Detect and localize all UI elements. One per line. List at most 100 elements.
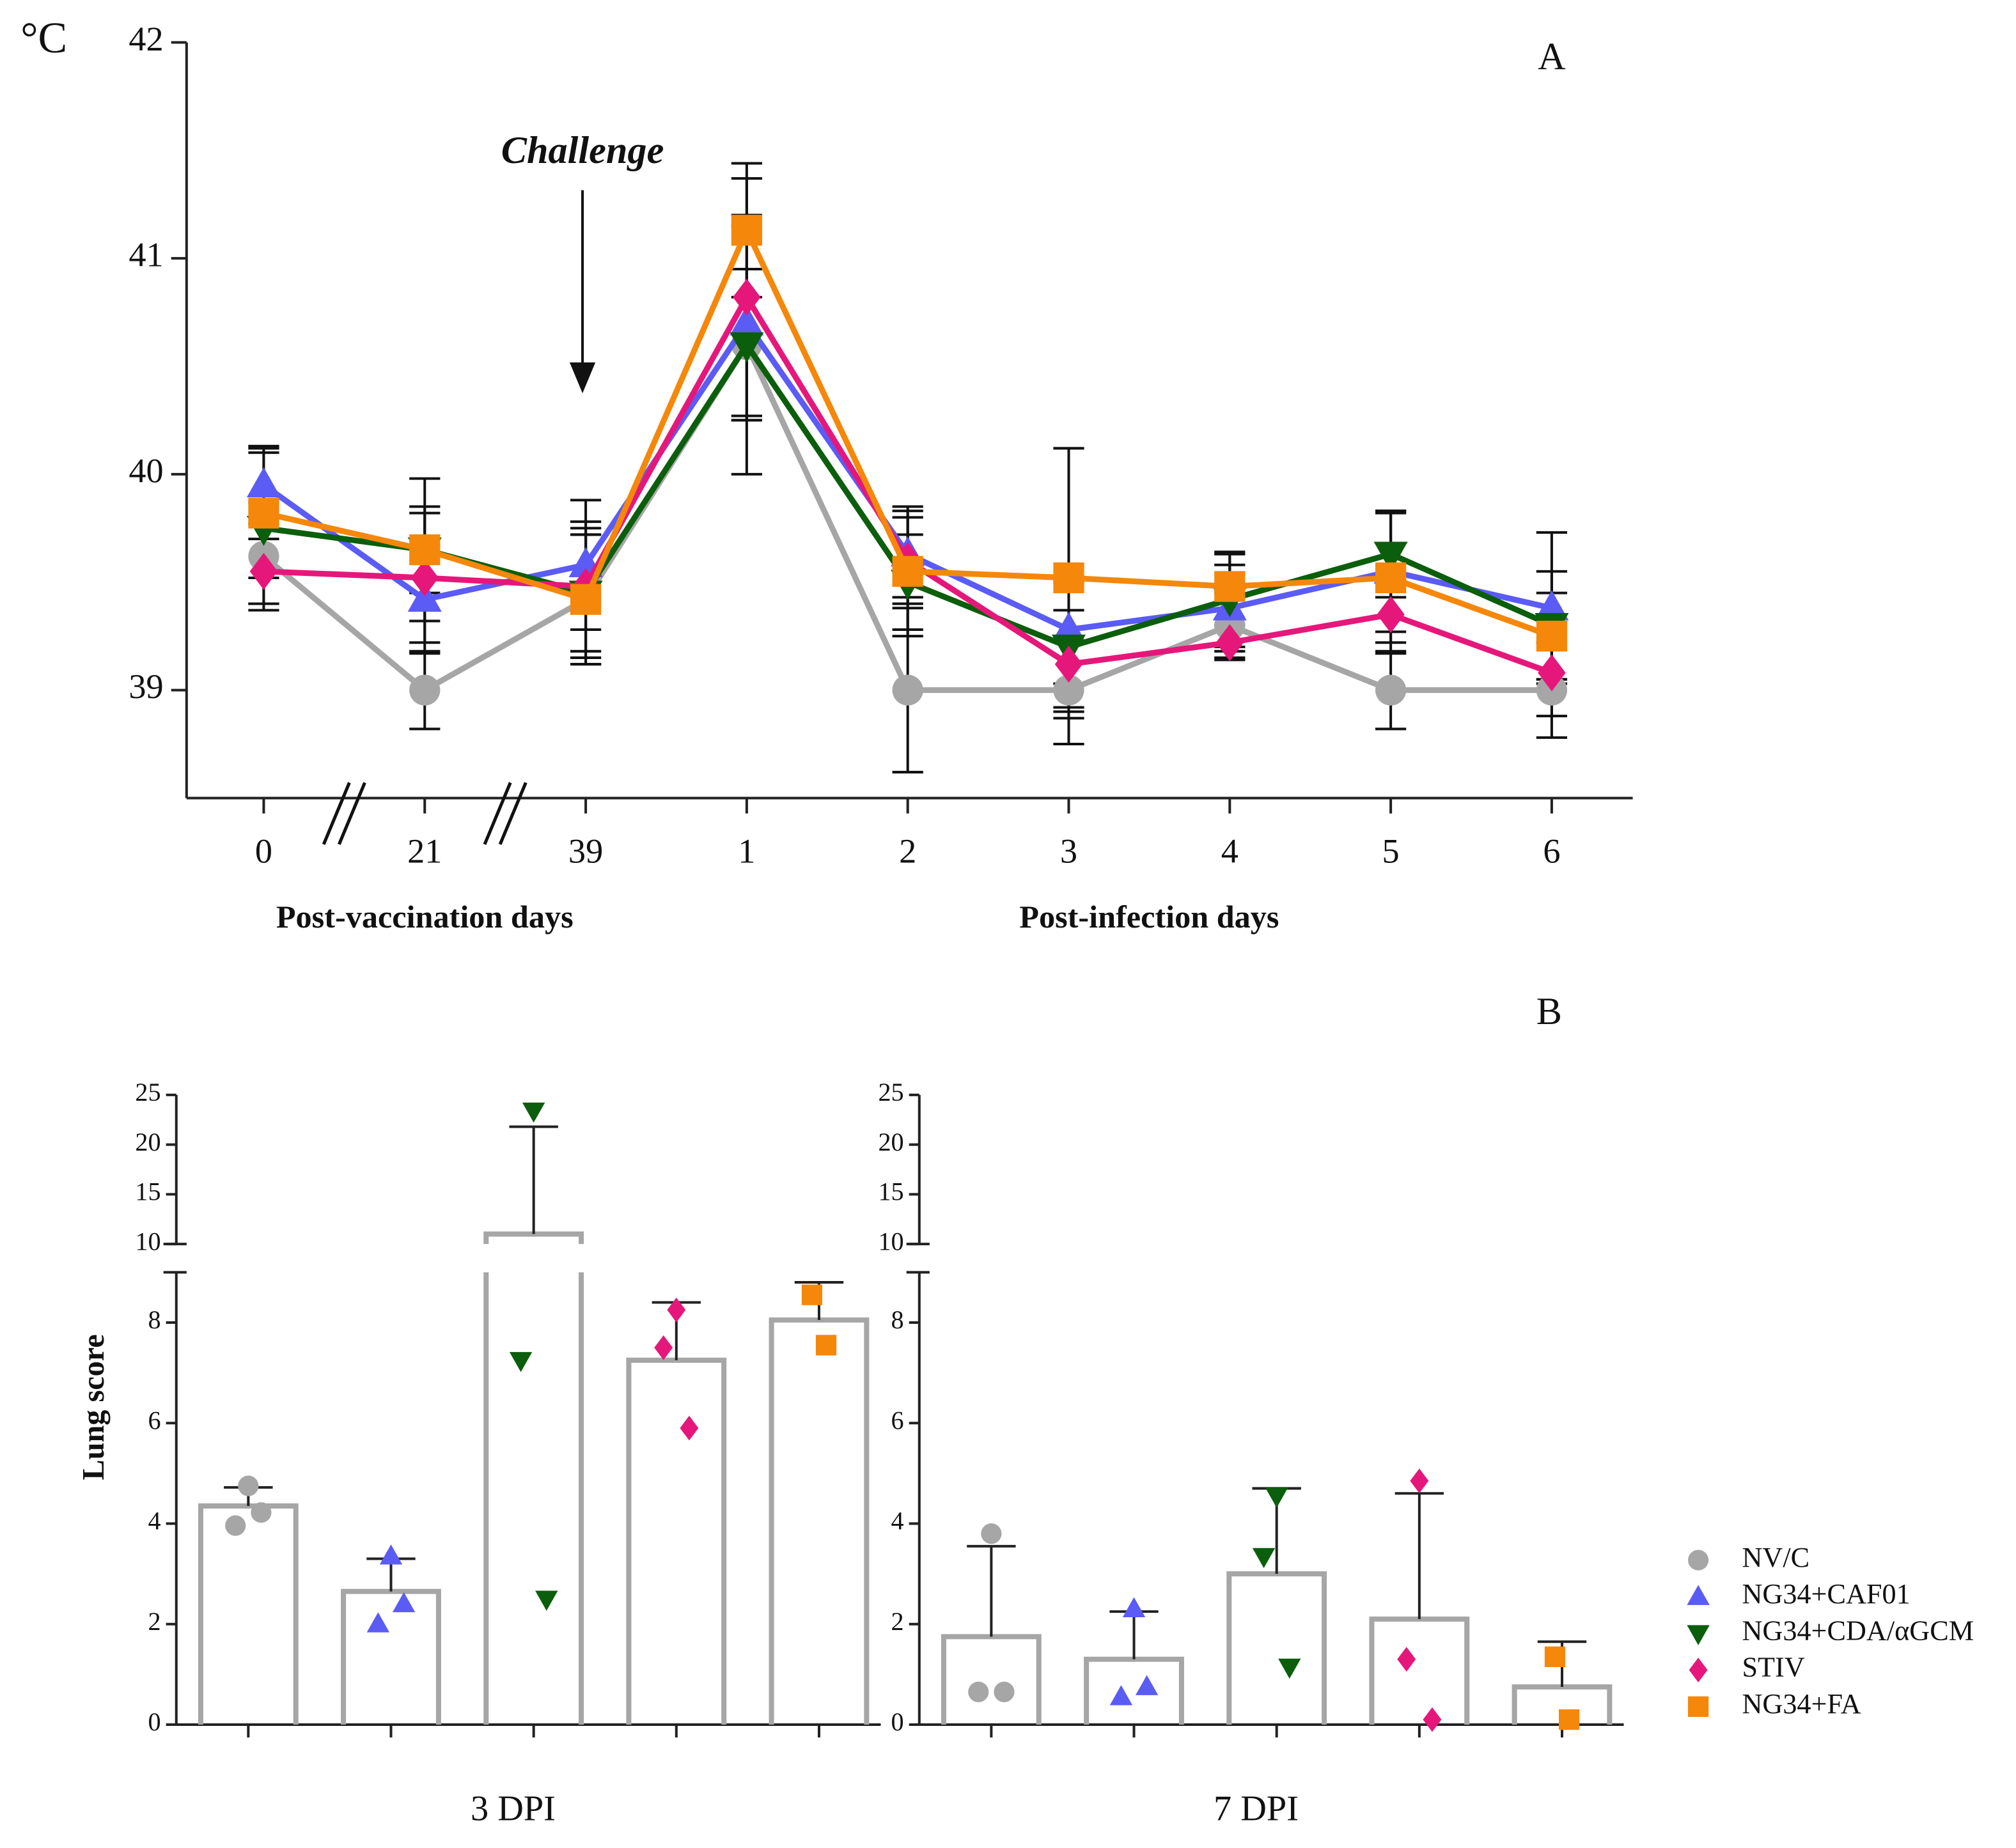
marker [570, 584, 602, 615]
marker [1687, 1585, 1710, 1605]
y-tick-label: 2 [891, 1607, 904, 1636]
marker [1688, 1696, 1709, 1717]
marker [410, 559, 439, 596]
x-tick-label: 4 [1221, 832, 1239, 870]
marker [1423, 1707, 1442, 1732]
marker [1538, 654, 1566, 692]
marker [1109, 1685, 1133, 1705]
marker [1265, 1487, 1288, 1508]
marker [1377, 596, 1405, 633]
y-tick-label: 6 [891, 1406, 904, 1434]
marker [892, 555, 923, 587]
marker [1689, 1658, 1708, 1682]
x-tick-label: 3 [1060, 832, 1077, 870]
legend-label: NV/C [1742, 1542, 1809, 1573]
marker [667, 1297, 686, 1323]
bar [483, 1272, 584, 1725]
marker [225, 1515, 246, 1536]
marker [409, 674, 441, 706]
y-tick-label: 42 [129, 20, 163, 58]
marker [994, 1681, 1015, 1702]
marker [801, 1284, 822, 1305]
x-tick-label: 1 [738, 832, 755, 870]
marker [407, 582, 442, 612]
y-tick-label: 4 [891, 1507, 904, 1535]
marker [1054, 646, 1083, 683]
x-tick-label: 6 [1543, 832, 1560, 870]
bar [1084, 1656, 1184, 1725]
marker [1215, 624, 1244, 662]
y-tick-label: 39 [129, 667, 163, 706]
y-tick-label: 20 [878, 1128, 903, 1156]
x-tick-label: 5 [1382, 832, 1400, 870]
panel-label: A [1538, 35, 1566, 78]
marker [981, 1523, 1002, 1544]
axis-break [322, 782, 351, 845]
marker [1373, 541, 1408, 572]
marker [248, 497, 279, 529]
marker [1544, 1646, 1566, 1667]
marker [968, 1681, 989, 1702]
marker [654, 1335, 673, 1360]
marker [249, 552, 278, 590]
y-tick-label: 8 [891, 1305, 904, 1334]
arrow-head [569, 362, 596, 394]
axis-break [483, 782, 512, 845]
marker [1688, 1549, 1709, 1571]
x-axis-label: Post-vaccination days [276, 899, 574, 935]
marker [246, 467, 281, 498]
y-tick-label: 20 [135, 1128, 160, 1156]
legend-label: STIV [1742, 1652, 1804, 1683]
y-tick-label: 15 [135, 1177, 160, 1206]
legend-label: NG34+CDA/αGCM [1742, 1615, 1974, 1646]
bar [341, 1588, 441, 1725]
bar [483, 1231, 584, 1245]
marker [392, 1592, 416, 1613]
marker [1375, 562, 1407, 594]
marker [379, 1544, 403, 1565]
y-tick-label: 2 [148, 1607, 161, 1636]
marker [815, 1335, 837, 1356]
marker [535, 1590, 558, 1611]
y-tick-label: 40 [129, 451, 163, 490]
marker [1410, 1468, 1429, 1493]
bar [1226, 1571, 1327, 1725]
marker [1214, 571, 1246, 602]
x-axis-label: 3 DPI [471, 1789, 556, 1829]
marker [892, 674, 923, 706]
marker [366, 1612, 390, 1633]
marker [680, 1415, 699, 1441]
marker [1558, 1709, 1580, 1730]
marker [731, 215, 763, 246]
x-axis-label: 7 DPI [1214, 1789, 1299, 1829]
bar [198, 1503, 299, 1725]
marker [1278, 1658, 1301, 1679]
axis-break [338, 782, 366, 845]
bar [626, 1357, 727, 1725]
y-tick-label: 8 [148, 1305, 161, 1334]
y-tick-label: 10 [135, 1227, 160, 1255]
marker [1122, 1597, 1146, 1618]
y-tick-label: 4 [148, 1507, 161, 1535]
marker [522, 1102, 545, 1123]
marker [409, 534, 441, 566]
annotation: Challenge [501, 129, 664, 172]
marker [251, 1502, 272, 1523]
marker [1053, 562, 1084, 594]
marker [238, 1475, 259, 1496]
marker [1252, 1548, 1276, 1569]
y-tick-label: 25 [135, 1078, 160, 1106]
legend-label: NG34+FA [1742, 1688, 1861, 1720]
y-tick-label: 41 [129, 236, 163, 274]
bar [769, 1317, 870, 1725]
y-axis-label: °C [20, 13, 67, 62]
x-tick-label: 21 [407, 832, 442, 870]
y-tick-label: 6 [148, 1406, 161, 1434]
x-axis-label: Post-infection days [1019, 899, 1279, 935]
marker [730, 305, 764, 336]
y-tick-label: 0 [891, 1707, 904, 1736]
x-tick-label: 39 [568, 832, 603, 870]
marker [1535, 590, 1569, 621]
y-tick-label: 25 [878, 1078, 903, 1106]
panel-label: B [1536, 990, 1562, 1033]
